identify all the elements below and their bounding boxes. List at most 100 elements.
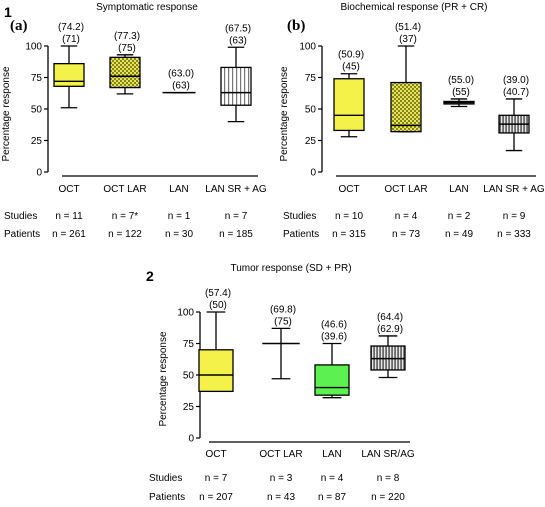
annotation-median: (50): [209, 300, 227, 311]
annotation-median: (63): [172, 81, 190, 92]
annotation-mean: (64.4): [377, 312, 403, 323]
studies-count: n = 2: [448, 211, 471, 222]
studies-count: n = 10: [335, 211, 364, 222]
patients-count: n = 185: [219, 229, 253, 240]
y-tick-label: 75: [183, 339, 195, 350]
studies-count: n = 11: [55, 211, 83, 222]
studies-count: n = 7: [225, 211, 248, 222]
panel-label-b: (b): [287, 18, 305, 34]
studies-count: n = 8: [377, 473, 400, 484]
patients-count: n = 333: [497, 229, 531, 240]
patients-count: n = 122: [108, 229, 142, 240]
annotation-median: (75): [118, 43, 136, 54]
x-category-label: LAN: [322, 449, 341, 460]
patients-count: n = 43: [267, 492, 296, 503]
patients-count: n = 207: [199, 492, 233, 503]
annotation-mean: (74.2): [58, 22, 84, 33]
chart-title: Biochemical response (PR + CR): [341, 2, 488, 13]
annotation-median: (63): [229, 35, 247, 46]
box-oct-lar: [109, 56, 141, 89]
annotation-mean: (46.6): [321, 320, 347, 331]
patients-count: n = 87: [318, 492, 347, 503]
row-label-studies: Studies: [4, 211, 37, 222]
x-category-label: LAN: [449, 184, 468, 195]
y-axis-label: Percentage response: [279, 66, 290, 162]
x-category-label: OCT: [205, 449, 226, 460]
box-oct: [333, 78, 365, 132]
annotation-mean: (51.4): [395, 22, 421, 33]
figure-number-1: 1: [4, 4, 12, 20]
y-tick-label: 50: [31, 105, 43, 116]
y-tick-label: 100: [25, 42, 42, 53]
panel-label-a: (a): [10, 18, 28, 34]
y-tick-label: 50: [183, 371, 195, 382]
row-label-patients: Patients: [149, 492, 185, 503]
patients-count: n = 261: [52, 229, 86, 240]
y-tick-label: 0: [188, 434, 194, 445]
studies-count: n = 7*: [112, 211, 139, 222]
x-category-label: LAN SR + AG: [205, 184, 267, 195]
chart-title: Tumor response (SD + PR): [230, 263, 351, 274]
box-lan: [314, 364, 350, 396]
studies-count: n = 3: [270, 473, 293, 484]
annotation-mean: (57.4): [205, 288, 231, 299]
x-category-label: LAN: [169, 184, 188, 195]
panel-a-symptomatic-response: Symptomatic response Percentage response 0…: [1, 2, 267, 240]
y-tick-label: 25: [183, 402, 195, 413]
y-tick-label: 25: [305, 136, 317, 147]
x-category-label: OCT LAR: [384, 184, 427, 195]
y-tick-label: 75: [305, 73, 317, 84]
row-label-patients: Patients: [283, 229, 319, 240]
annotation-median: (75): [274, 316, 292, 327]
annotation-mean: (55.0): [448, 75, 474, 86]
chart-title: Symptomatic response: [96, 2, 198, 13]
panel-b-biochemical-response: Biochemical response (PR + CR) Percentage…: [279, 2, 545, 240]
row-label-patients: Patients: [4, 229, 40, 240]
studies-count: n = 7: [205, 473, 228, 484]
box-oct: [198, 349, 234, 393]
panel-2-tumor-response: Tumor response (SD + PR) Percentage respo…: [149, 263, 415, 503]
patients-count: n = 49: [445, 229, 474, 240]
annotation-median: (62.9): [377, 324, 403, 335]
box-lan-sr-ag: [220, 66, 252, 106]
annotation-mean: (63.0): [168, 69, 194, 80]
figure-number-2: 2: [146, 268, 154, 284]
patients-count: n = 30: [165, 229, 194, 240]
x-category-label: OCT: [338, 184, 359, 195]
patients-count: n = 315: [332, 229, 366, 240]
y-tick-label: 0: [310, 168, 316, 179]
x-category-label: OCT: [58, 184, 79, 195]
y-tick-label: 100: [299, 42, 316, 53]
annotation-mean: (77.3): [114, 31, 140, 42]
y-axis-label: Percentage response: [1, 66, 12, 162]
annotation-median: (45): [342, 62, 360, 73]
patients-count: n = 73: [392, 229, 421, 240]
annotation-median: (71): [62, 34, 80, 45]
annotation-median: (40.7): [503, 87, 529, 98]
y-tick-label: 75: [31, 73, 43, 84]
patients-count: n = 220: [371, 492, 405, 503]
box-oct: [53, 62, 85, 87]
x-category-label: OCT LAR: [259, 449, 302, 460]
annotation-mean: (39.0): [503, 75, 529, 86]
x-category-label: LAN SR + AG: [483, 184, 545, 195]
studies-count: n = 4: [321, 473, 344, 484]
y-tick-label: 0: [36, 168, 42, 179]
annotation-median: (39.6): [321, 332, 347, 343]
y-tick-label: 25: [31, 136, 43, 147]
annotation-mean: (67.5): [225, 23, 251, 34]
studies-count: n = 9: [503, 211, 526, 222]
studies-count: n = 1: [168, 211, 191, 222]
y-tick-label: 50: [305, 105, 317, 116]
row-label-studies: Studies: [283, 211, 316, 222]
y-tick-label: 100: [177, 308, 194, 319]
annotation-mean: (50.9): [338, 50, 364, 61]
x-category-label: OCT LAR: [103, 184, 146, 195]
row-label-studies: Studies: [149, 473, 182, 484]
studies-count: n = 4: [395, 211, 418, 222]
x-category-label: LAN SR/AG: [361, 449, 415, 460]
y-axis-label: Percentage response: [158, 331, 169, 427]
annotation-median: (37): [399, 34, 417, 45]
annotation-median: (55): [452, 87, 470, 98]
